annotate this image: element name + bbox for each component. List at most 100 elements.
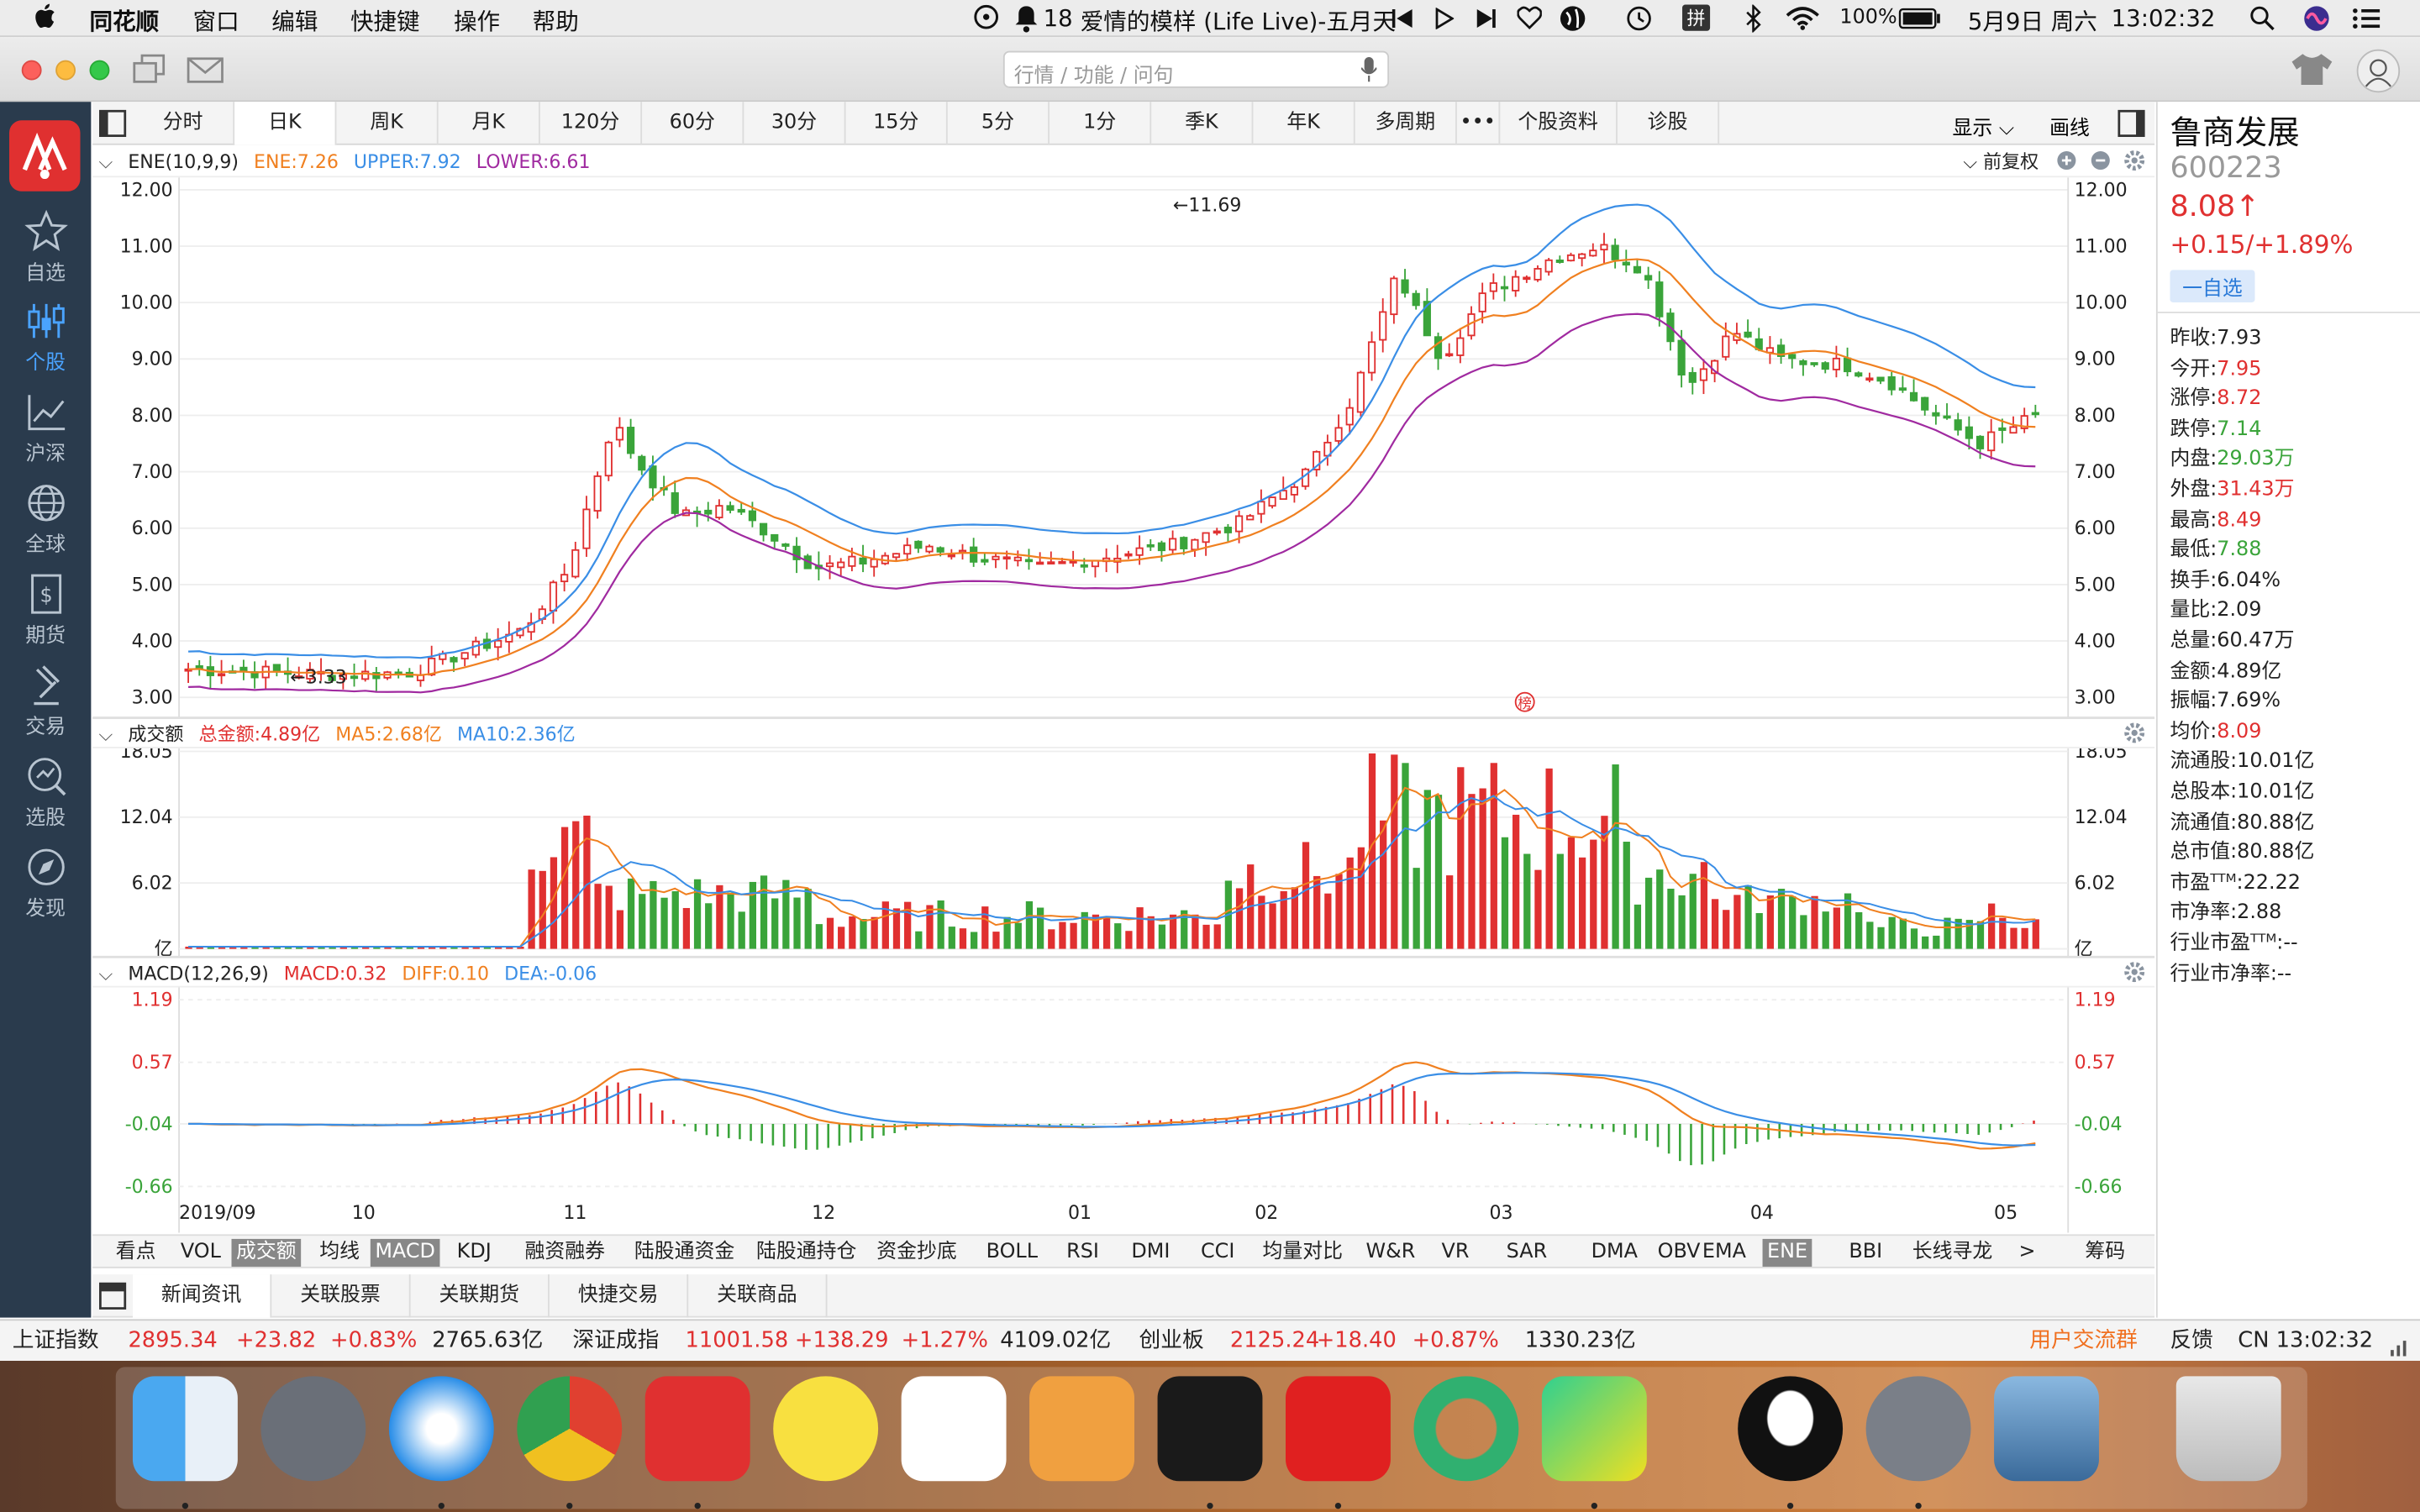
- cy-index-name[interactable]: 创业板: [1139, 1328, 1204, 1353]
- bluetooth-icon[interactable]: [1744, 3, 1763, 39]
- sidebar-item-favorites[interactable]: 自选: [0, 203, 91, 293]
- indicator-tab-20[interactable]: EMA: [1702, 1240, 1746, 1264]
- chrome-icon[interactable]: [517, 1376, 623, 1482]
- sidebar-item-screener[interactable]: 选股: [0, 748, 91, 838]
- indicator-tab-3[interactable]: 均线: [319, 1240, 360, 1264]
- news-tab-1[interactable]: 关联股票: [271, 1274, 411, 1318]
- indicator-tab-25[interactable]: 筹码: [2085, 1240, 2126, 1264]
- trash-icon[interactable]: [2175, 1376, 2281, 1482]
- indicator-tab-23[interactable]: 长线寻龙: [1912, 1240, 1993, 1264]
- indicator-tab-13[interactable]: CCI: [1200, 1240, 1235, 1264]
- menubar-date[interactable]: 5月9日 周六: [1967, 8, 2097, 36]
- microphone-icon[interactable]: [1360, 56, 1378, 88]
- indicator-tab-21[interactable]: ENE: [1762, 1238, 1812, 1267]
- feedback-link[interactable]: 反馈: [2170, 1328, 2213, 1353]
- sz-index-name[interactable]: 深证成指: [572, 1328, 660, 1353]
- input-method-indicator[interactable]: 拼: [1682, 4, 1711, 31]
- message-icon[interactable]: [187, 57, 224, 90]
- previous-track-icon[interactable]: [1392, 8, 1414, 35]
- qq-icon[interactable]: [1738, 1376, 1844, 1482]
- indicator-tab-8[interactable]: 陆股通持仓: [756, 1240, 857, 1264]
- kline-chart-area[interactable]: 12.00 12.00 11.00 11.00 10.00 10.00 9.00 9.00 8.…: [92, 177, 2155, 1233]
- indicator-tab-24[interactable]: >: [2018, 1240, 2036, 1264]
- volume-settings-gear-icon[interactable]: [2123, 722, 2145, 753]
- tab-period-15[interactable]: 诊股: [1618, 102, 1720, 145]
- draw-line-button[interactable]: 画线: [2049, 117, 2090, 141]
- indicator-tab-14[interactable]: 均量对比: [1262, 1240, 1343, 1264]
- qq-music-icon[interactable]: [773, 1376, 879, 1482]
- sidebar-item-discover[interactable]: 发现: [0, 839, 91, 929]
- news-tab-4[interactable]: 关联商品: [688, 1274, 828, 1318]
- indicator-tab-15[interactable]: W&R: [1365, 1240, 1416, 1264]
- tab-period-10[interactable]: 季K: [1151, 102, 1254, 145]
- tab-period-11[interactable]: 年K: [1253, 102, 1355, 145]
- indicator-tab-9[interactable]: 资金抄底: [876, 1240, 957, 1264]
- multi-window-icon[interactable]: [133, 54, 166, 91]
- indicator-tab-17[interactable]: SAR: [1506, 1240, 1548, 1264]
- menubar-time[interactable]: 13:02:32: [2111, 4, 2216, 33]
- tab-period-7[interactable]: 15分: [846, 102, 948, 145]
- collapse-icon[interactable]: ⌵: [98, 963, 113, 984]
- indicator-tab-12[interactable]: DMI: [1131, 1240, 1171, 1264]
- assistant-icon[interactable]: [972, 4, 1003, 39]
- tab-period-0[interactable]: 分时: [133, 102, 235, 145]
- close-window-button[interactable]: [21, 60, 42, 81]
- tab-period-13[interactable]: •••: [1457, 102, 1501, 145]
- tab-period-4[interactable]: 120分: [540, 102, 643, 145]
- tonghuashun-dock-icon[interactable]: [644, 1376, 750, 1482]
- indicator-tab-7[interactable]: 陆股通资金: [634, 1240, 735, 1264]
- news-tab-0[interactable]: 新闻资讯: [132, 1274, 272, 1318]
- safari-icon[interactable]: [388, 1376, 494, 1482]
- preview-icon[interactable]: [1994, 1376, 2099, 1482]
- tab-period-3[interactable]: 月K: [439, 102, 540, 145]
- time-machine-icon[interactable]: [1623, 5, 1655, 39]
- collapse-icon[interactable]: ⌵: [98, 723, 113, 746]
- pycharm-icon[interactable]: [1541, 1376, 1647, 1482]
- apple-icon[interactable]: [34, 3, 55, 36]
- battery-icon[interactable]: [1898, 8, 1941, 35]
- sidebar-item-global[interactable]: 全球: [0, 475, 91, 565]
- volume-indicator-name[interactable]: 成交额: [128, 723, 184, 746]
- indicator-tab-11[interactable]: RSI: [1066, 1240, 1099, 1264]
- tab-period-2[interactable]: 周K: [336, 102, 439, 145]
- macd-settings-gear-icon[interactable]: [2123, 961, 2145, 992]
- indicator-tab-4[interactable]: MACD: [370, 1238, 440, 1267]
- adjust-mode-button[interactable]: ⌵ 前复权: [1963, 151, 2039, 173]
- zoom-in-icon[interactable]: [2056, 150, 2078, 181]
- wifi-icon[interactable]: [1786, 6, 1819, 37]
- indicator-tab-0[interactable]: 看点: [115, 1240, 156, 1264]
- menu-help[interactable]: 帮助: [532, 8, 579, 36]
- collapse-icon[interactable]: ⌵: [98, 151, 113, 173]
- notification-center-icon[interactable]: [2352, 8, 2381, 35]
- zoom-out-icon[interactable]: [2090, 150, 2112, 181]
- news-tab-2[interactable]: 关联期货: [411, 1274, 550, 1318]
- launchpad-icon[interactable]: [260, 1376, 366, 1482]
- youdao-dict-icon[interactable]: [1286, 1376, 1391, 1482]
- system-preferences-icon[interactable]: [1865, 1376, 1971, 1482]
- tab-period-1[interactable]: 日K: [234, 102, 337, 145]
- menu-shortcut[interactable]: 快捷键: [350, 8, 420, 36]
- sidebar-item-hushen[interactable]: 沪深: [0, 384, 91, 474]
- indicator-tab-16[interactable]: VR: [1441, 1240, 1470, 1264]
- indicator-tab-2[interactable]: 成交额: [231, 1238, 302, 1267]
- indicator-tab-10[interactable]: BOLL: [986, 1240, 1039, 1264]
- panel-toggle-icon[interactable]: [99, 109, 127, 143]
- now-playing-song[interactable]: 爱情的模样 (Life Live)-五月天: [1080, 8, 1397, 36]
- numbers-icon[interactable]: [901, 1376, 1007, 1482]
- globe-status-icon[interactable]: [1559, 5, 1586, 39]
- menu-edit[interactable]: 编辑: [271, 8, 318, 36]
- skin-shirt-icon[interactable]: [2291, 52, 2333, 92]
- display-menu-button[interactable]: 显示 ⌵: [1952, 117, 2014, 141]
- tab-period-14[interactable]: 个股资料: [1500, 102, 1618, 145]
- heart-icon[interactable]: [1517, 6, 1543, 35]
- bell-icon[interactable]: [1014, 5, 1039, 39]
- menu-app-name[interactable]: 同花顺: [89, 8, 160, 36]
- sidebar-item-futures[interactable]: $ 期货: [0, 566, 91, 656]
- indicator-tab-22[interactable]: BBI: [1849, 1240, 1883, 1264]
- right-panel-toggle-icon[interactable]: [2118, 109, 2145, 143]
- play-icon[interactable]: [1435, 7, 1455, 35]
- spotlight-search-icon[interactable]: [2250, 6, 2275, 37]
- indicator-tab-19[interactable]: OBV: [1657, 1240, 1701, 1264]
- sync-app-icon[interactable]: [1413, 1376, 1519, 1482]
- main-settings-gear-icon[interactable]: [2123, 150, 2145, 181]
